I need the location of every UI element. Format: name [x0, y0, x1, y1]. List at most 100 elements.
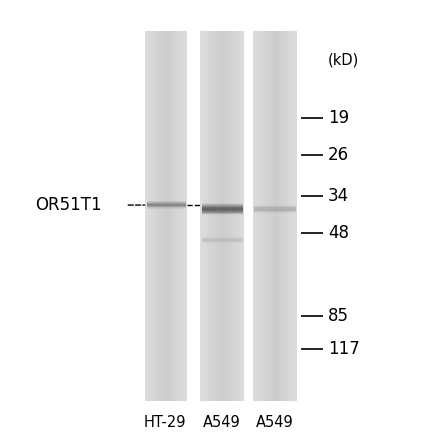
Bar	[175, 31, 176, 401]
Bar	[202, 240, 243, 241]
Bar	[262, 31, 263, 401]
Bar	[276, 31, 277, 401]
Bar	[165, 31, 166, 401]
Bar	[202, 214, 243, 215]
Bar	[256, 31, 257, 401]
Bar	[288, 31, 289, 401]
Bar	[254, 206, 296, 207]
Bar	[215, 31, 216, 401]
Bar	[179, 31, 180, 401]
Bar	[254, 209, 296, 210]
Bar	[202, 239, 243, 240]
Bar	[277, 31, 278, 401]
Bar	[202, 203, 243, 204]
Bar	[220, 31, 221, 401]
Bar	[146, 31, 147, 401]
Bar	[202, 207, 243, 208]
Bar	[290, 31, 291, 401]
Bar	[147, 201, 186, 202]
Bar	[282, 31, 283, 401]
Text: 26: 26	[328, 146, 349, 164]
Bar	[295, 31, 296, 401]
Bar	[165, 31, 166, 401]
Bar	[232, 31, 233, 401]
Bar	[147, 207, 186, 208]
Bar	[207, 31, 208, 401]
Bar	[268, 31, 269, 401]
Bar	[273, 31, 274, 401]
Bar	[254, 212, 296, 213]
Bar	[151, 31, 152, 401]
Bar	[296, 31, 297, 401]
Bar	[157, 31, 158, 401]
Bar	[211, 31, 212, 401]
Bar	[202, 241, 243, 242]
Bar	[239, 31, 240, 401]
Bar	[186, 31, 187, 401]
Bar	[254, 208, 296, 209]
Bar	[224, 31, 225, 401]
Bar	[167, 31, 168, 401]
Bar	[243, 31, 244, 401]
Bar	[202, 238, 243, 239]
Bar	[275, 31, 276, 401]
Bar	[261, 31, 262, 401]
Bar	[293, 31, 294, 401]
Bar	[256, 31, 257, 401]
Bar	[264, 31, 265, 401]
Bar	[254, 205, 296, 206]
Bar	[274, 31, 275, 401]
Bar	[147, 208, 186, 209]
Bar	[147, 206, 186, 207]
Bar	[147, 201, 186, 202]
Bar	[234, 31, 235, 401]
Bar	[253, 31, 254, 401]
Text: OR51T1: OR51T1	[35, 196, 102, 214]
Bar	[164, 31, 165, 401]
Bar	[159, 31, 160, 401]
Text: A549: A549	[203, 415, 241, 430]
Bar	[207, 31, 208, 401]
Bar	[203, 31, 204, 401]
Bar	[177, 31, 178, 401]
Bar	[275, 31, 276, 401]
Bar	[229, 31, 230, 401]
Bar	[202, 238, 243, 239]
Bar	[147, 202, 186, 203]
Bar	[202, 208, 243, 209]
Bar	[202, 205, 243, 206]
Bar	[146, 31, 147, 401]
Bar	[237, 31, 238, 401]
Bar	[206, 31, 207, 401]
Bar	[289, 31, 290, 401]
Bar	[230, 31, 231, 401]
Bar	[254, 211, 296, 212]
Bar	[176, 31, 177, 401]
Bar	[281, 31, 282, 401]
Bar	[202, 237, 243, 238]
Bar	[212, 31, 213, 401]
Bar	[228, 31, 229, 401]
Bar	[145, 31, 146, 401]
Bar	[202, 237, 243, 238]
Bar	[279, 31, 280, 401]
Bar	[202, 242, 243, 243]
Bar	[202, 242, 243, 243]
Text: A549: A549	[256, 415, 294, 430]
Bar	[292, 31, 293, 401]
Bar	[238, 31, 239, 401]
Bar	[257, 31, 258, 401]
Bar	[182, 31, 183, 401]
Bar	[268, 31, 269, 401]
Bar	[201, 31, 202, 401]
Bar	[202, 239, 243, 240]
Bar	[231, 31, 232, 401]
Bar	[202, 237, 243, 238]
Bar	[240, 31, 241, 401]
Bar	[218, 31, 219, 401]
Bar	[286, 31, 287, 401]
Bar	[147, 205, 186, 206]
Text: HT-29: HT-29	[144, 415, 186, 430]
Bar	[147, 203, 186, 204]
Bar	[204, 31, 205, 401]
